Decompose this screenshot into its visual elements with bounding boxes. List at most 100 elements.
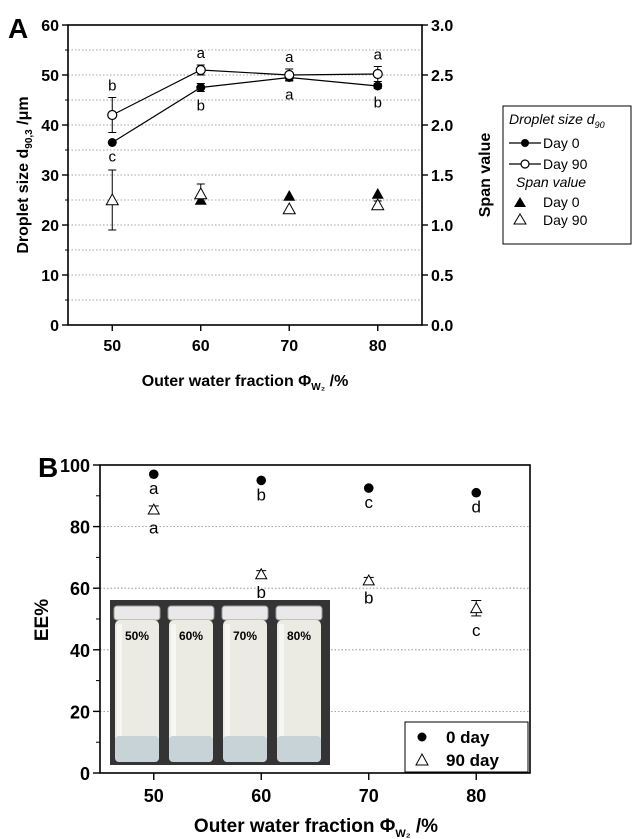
significance-letter: c xyxy=(109,149,117,166)
vial-body xyxy=(169,620,213,762)
significance-letters-a: c b a b b a a a xyxy=(108,45,383,166)
vial-highlight xyxy=(225,624,230,756)
y-tick-label-a: 0 xyxy=(50,318,59,335)
significance-letter: a xyxy=(285,87,294,104)
series-line xyxy=(111,76,378,144)
grid-a xyxy=(68,49,422,301)
y2-tick-label-a: 1.0 xyxy=(431,218,453,235)
significance-letter: b xyxy=(108,78,116,95)
data-point xyxy=(107,109,118,121)
data-point xyxy=(256,475,267,486)
significance-letters-b: a b c d a b b c xyxy=(149,479,481,640)
y-tick-label-b: 80 xyxy=(70,518,90,538)
data-point xyxy=(193,186,208,200)
significance-letter: b xyxy=(374,95,382,112)
series-b xyxy=(147,469,483,617)
x-tick-label-b: 80 xyxy=(466,786,486,806)
significance-letter: a xyxy=(374,47,383,64)
vial-cap xyxy=(113,605,161,621)
data-point xyxy=(195,64,206,76)
x-axis-label-a: Outer water fraction ΦW₂ /% xyxy=(142,373,349,393)
series-a-droplet-day-90 xyxy=(107,64,383,133)
y2-tick-label-a: 2.5 xyxy=(431,68,453,85)
series-a-span-day-90 xyxy=(105,169,385,231)
vial: 70% xyxy=(221,605,269,762)
y-tick-label-b: 100 xyxy=(60,456,90,476)
vial-cap xyxy=(167,605,215,621)
vial-cap xyxy=(275,605,323,621)
legend-a-label-day0: Day 0 xyxy=(543,135,580,151)
vial-highlight xyxy=(279,624,284,756)
y-tick-label-a: 60 xyxy=(41,18,59,35)
x-tick-label-a: 60 xyxy=(192,338,210,355)
y-tick-label-a: 30 xyxy=(41,168,59,185)
legend-b-marker-0day xyxy=(417,732,427,742)
legend-a-group1-title: Droplet size d90 xyxy=(509,111,605,130)
series-b-90-day xyxy=(147,503,483,617)
vial-label: 80% xyxy=(287,629,311,643)
series-a xyxy=(105,64,385,231)
y2-axis-label-a: Span value xyxy=(477,133,494,218)
data-point xyxy=(254,567,268,580)
x-tick-label-b: 50 xyxy=(144,786,164,806)
y-axis-label-b: EE% xyxy=(32,599,53,641)
x-tick-label-b: 70 xyxy=(359,786,379,806)
vial-label: 50% xyxy=(125,629,149,643)
data-point xyxy=(283,190,296,201)
y-tick-label-b: 60 xyxy=(70,579,90,599)
ticks-b: 50 60 70 80 0 20 40 60 80 100 xyxy=(60,456,486,806)
vial-bottom-phase xyxy=(277,736,321,762)
data-point xyxy=(469,601,483,614)
y2-tick-label-a: 2.0 xyxy=(431,118,453,135)
y-tick-label-a: 50 xyxy=(41,68,59,85)
vial-cap xyxy=(221,605,269,621)
x-tick-label-a: 80 xyxy=(369,338,387,355)
vial-bottom-phase xyxy=(223,736,267,762)
x-tick-label-a: 70 xyxy=(280,338,298,355)
legend-b-label-90day: 90 day xyxy=(446,751,499,770)
y2-tick-label-a: 3.0 xyxy=(431,18,453,35)
panel-a: A 50 60 70 80 0 10 20 30 40 50 60 0.0 0.5 1.0 1.5 2.0 2.… xyxy=(8,13,632,393)
x-tick-label-b: 60 xyxy=(251,786,271,806)
legend-a-marker-span-day0 xyxy=(514,197,526,207)
data-point xyxy=(196,83,206,92)
vial: 80% xyxy=(275,605,323,762)
significance-letter: a xyxy=(149,479,159,498)
data-point xyxy=(147,503,161,515)
series-a-span-day-0 xyxy=(106,188,384,205)
legend-a-label-day90: Day 90 xyxy=(543,156,588,172)
legend-b-marker-90day xyxy=(415,752,429,766)
data-point xyxy=(284,69,295,81)
series-a-droplet-day-0 xyxy=(107,73,383,147)
data-point xyxy=(107,138,117,147)
legend-a-group2-title: Span value xyxy=(516,174,586,190)
significance-letter: a xyxy=(285,49,294,66)
y-tick-label-a: 40 xyxy=(41,118,59,135)
significance-letter: c xyxy=(365,493,374,512)
y-tick-label-b: 20 xyxy=(70,702,90,722)
series-b-0-day xyxy=(148,469,482,498)
data-point xyxy=(148,469,159,480)
vial-label: 70% xyxy=(233,629,257,643)
significance-letter: b xyxy=(197,98,205,115)
y-tick-label-a: 10 xyxy=(41,268,59,285)
legend-b-label-0day: 0 day xyxy=(446,728,490,747)
y-tick-label-a: 20 xyxy=(41,218,59,235)
x-axis-label-b: Outer water fraction ΦW₂ /% xyxy=(194,816,438,839)
data-point xyxy=(362,573,376,586)
significance-letter: a xyxy=(197,45,206,62)
data-point xyxy=(371,188,384,199)
inset-vials-photo: 50% 60% 70% 80% xyxy=(110,600,330,765)
legend-a-marker-span-day90 xyxy=(513,213,527,225)
data-point xyxy=(282,201,297,215)
legend-a-marker-day90 xyxy=(520,159,530,169)
vial-highlight xyxy=(117,624,122,756)
data-point xyxy=(105,192,120,206)
y2-tick-label-a: 1.5 xyxy=(431,168,453,185)
significance-letter: d xyxy=(472,498,481,517)
y-axis-label-a: Droplet size d90,3 /μm xyxy=(15,96,35,253)
vial: 50% xyxy=(113,605,161,762)
vial-body xyxy=(223,620,267,762)
legend-a-label-span-day0: Day 0 xyxy=(543,194,580,210)
